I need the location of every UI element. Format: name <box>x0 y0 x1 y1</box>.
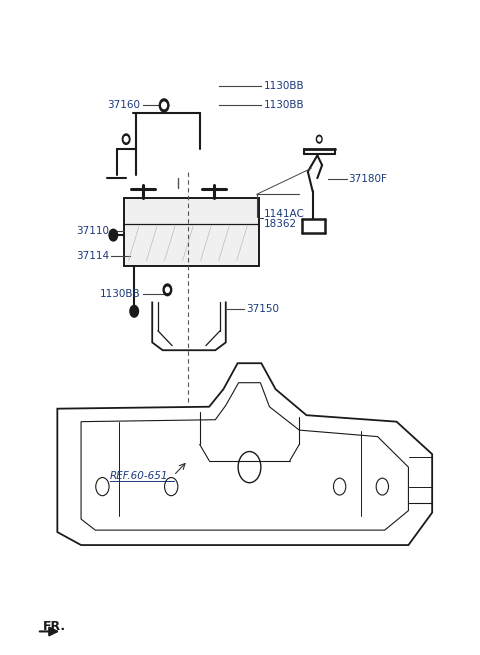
Circle shape <box>166 288 169 292</box>
Text: 37110: 37110 <box>76 227 109 236</box>
Circle shape <box>316 136 322 143</box>
Circle shape <box>124 136 128 141</box>
FancyBboxPatch shape <box>124 198 259 266</box>
Text: 1130BB: 1130BB <box>100 289 140 299</box>
Text: 37160: 37160 <box>108 100 140 110</box>
Text: FR.: FR. <box>43 620 66 633</box>
Circle shape <box>159 99 169 112</box>
Text: 37114: 37114 <box>76 251 109 261</box>
Circle shape <box>130 305 138 317</box>
Circle shape <box>109 229 118 241</box>
Text: 1130BB: 1130BB <box>264 81 304 91</box>
Text: 1130BB: 1130BB <box>264 100 304 110</box>
Text: 18362: 18362 <box>264 219 297 229</box>
Circle shape <box>162 102 167 109</box>
Circle shape <box>318 137 321 141</box>
Text: REF.60-651: REF.60-651 <box>109 470 168 481</box>
Text: 37150: 37150 <box>246 305 279 314</box>
Circle shape <box>122 134 130 144</box>
Text: 1141AC: 1141AC <box>264 209 305 219</box>
Circle shape <box>163 284 172 295</box>
Text: 37180F: 37180F <box>348 174 387 185</box>
